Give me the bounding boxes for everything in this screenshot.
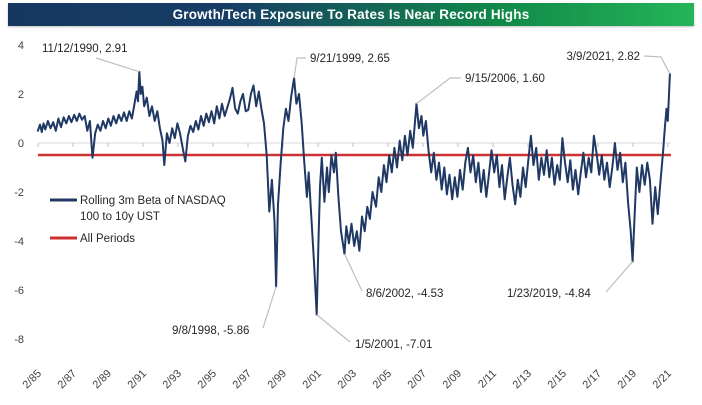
chart-title-bar: Growth/Tech Exposure To Rates Is Near Re… — [8, 3, 694, 26]
legend-label: 100 to 10y UST — [80, 211, 160, 223]
annotation-leader-line — [316, 314, 351, 343]
x-axis-label: 2/03 — [335, 368, 359, 392]
y-axis-label: -6 — [14, 285, 24, 297]
annotation-label: 11/12/1990, 2.91 — [42, 43, 127, 55]
x-axis-label: 2/07 — [405, 368, 429, 392]
x-axis-label: 2/11 — [476, 368, 499, 391]
annotation-label: 3/9/2021, 2.82 — [566, 51, 640, 63]
x-axis-label: 2/19 — [615, 368, 639, 392]
x-axis-label: 2/05 — [370, 368, 394, 392]
annotation-label: 8/6/2002, -4.53 — [366, 288, 443, 300]
annotation-leader-line — [605, 261, 634, 293]
x-axis-label: 2/21 — [650, 368, 674, 392]
x-axis-label: 2/01 — [300, 368, 324, 392]
x-axis-label: 2/09 — [440, 368, 464, 392]
beta-series-line — [36, 70, 671, 316]
x-axis-label: 2/87 — [55, 368, 79, 392]
annotation-leader-line — [95, 57, 140, 73]
x-axis-label: 2/99 — [265, 368, 289, 392]
chart-title: Growth/Tech Exposure To Rates Is Near Re… — [172, 7, 530, 22]
x-axis-label: 2/13 — [510, 368, 534, 392]
annotation-leader-line — [344, 253, 363, 292]
x-axis-label: 2/89 — [90, 368, 114, 392]
x-axis-label: 2/85 — [20, 368, 44, 392]
annotation-label: 1/23/2019, -4.84 — [507, 288, 591, 300]
annotation-leader-line — [416, 77, 461, 105]
x-axis-label: 2/93 — [160, 368, 184, 392]
x-axis-label: 2/17 — [580, 368, 604, 392]
x-axis-label: 2/15 — [545, 368, 569, 392]
annotation-leader-line — [262, 286, 277, 329]
annotation-label: 9/15/2006, 1.60 — [465, 73, 545, 85]
annotation-label: 9/21/1999, 2.65 — [310, 53, 390, 65]
x-axis-label: 2/97 — [230, 368, 254, 392]
y-axis-label: -4 — [14, 236, 24, 248]
annotation-leader-line — [643, 55, 671, 75]
y-axis-label: -8 — [14, 334, 24, 346]
y-axis-label: 4 — [18, 40, 24, 52]
annotation-leader-line — [293, 57, 306, 79]
y-axis-label: 2 — [18, 89, 24, 101]
y-axis-label: 0 — [18, 138, 24, 150]
legend-label: All Periods — [80, 233, 135, 245]
x-axis-label: 2/91 — [125, 368, 149, 392]
legend-label: Rolling 3m Beta of NASDAQ — [80, 195, 226, 207]
x-axis-label: 2/95 — [195, 368, 219, 392]
annotation-label: 1/5/2001, -7.01 — [355, 339, 432, 351]
annotation-label: 9/8/1998, -5.86 — [172, 325, 249, 337]
y-axis-label: -2 — [14, 187, 24, 199]
